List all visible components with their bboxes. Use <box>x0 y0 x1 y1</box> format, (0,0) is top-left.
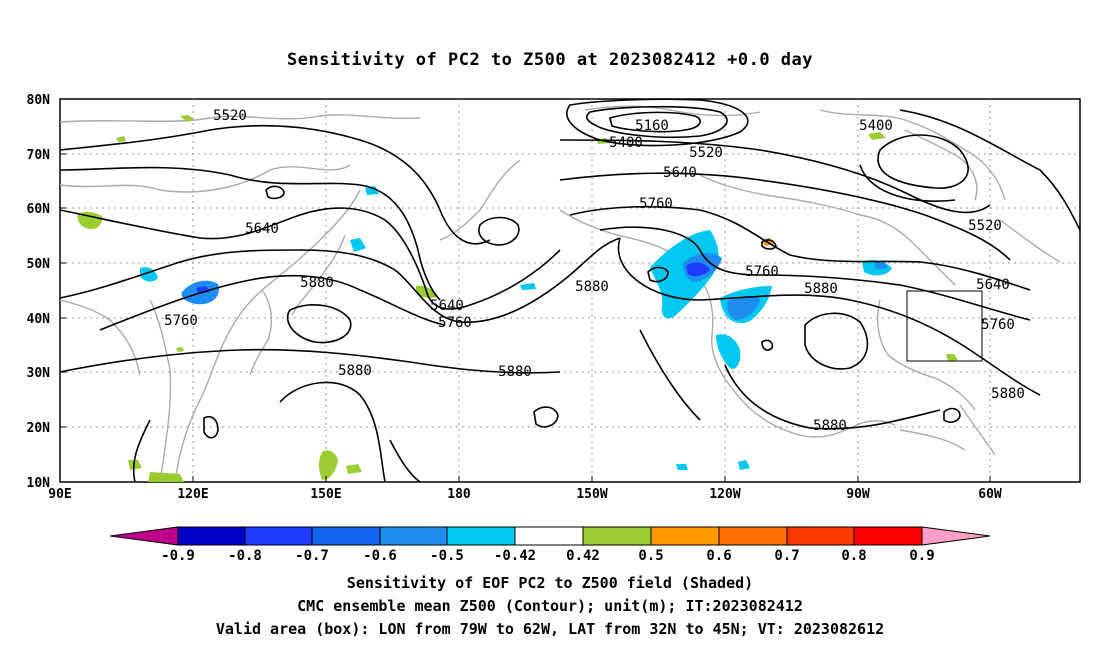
colorbar-segment <box>650 526 720 546</box>
map-frame <box>59 98 1081 483</box>
lat-label: 30N <box>27 366 51 381</box>
colorbar-segment <box>786 526 855 546</box>
lon-label: 90W <box>846 487 870 502</box>
contour-label: 5640 <box>245 221 279 237</box>
colorbar-label: 0.8 <box>841 548 866 564</box>
colorbar-label: 0.5 <box>638 548 663 564</box>
colorbar-segment <box>446 526 516 546</box>
colorbar-segment <box>109 526 179 546</box>
colorbar-label: 0.6 <box>706 548 731 564</box>
z500-contours <box>59 98 1081 483</box>
colorbar-segment <box>514 526 584 546</box>
contour-label: 5520 <box>213 108 247 124</box>
lon-label: 180 <box>447 487 471 502</box>
colorbar-segment <box>311 526 381 546</box>
contour-labels: 5520 5160 5400 5400 5520 5640 5760 5640 … <box>164 108 1025 434</box>
colorbar-label: -0.5 <box>430 548 464 564</box>
contour-label: 5880 <box>813 418 847 434</box>
colorbar-label: -0.6 <box>363 548 397 564</box>
coastlines <box>59 105 1061 483</box>
lon-label: 60W <box>978 487 1002 502</box>
ticks <box>60 98 991 482</box>
contour-label: 5760 <box>164 313 198 329</box>
colorbar-segment <box>244 526 313 546</box>
contour-label: 5640 <box>663 165 697 181</box>
colorbar-label: 0.42 <box>566 548 600 564</box>
colorbar-segment <box>718 526 788 546</box>
lon-label: 150E <box>310 487 341 502</box>
lon-label: 120E <box>177 487 208 502</box>
colorbar-label: -0.7 <box>295 548 329 564</box>
map-title: Sensitivity of PC2 to Z500 at 2023082412… <box>286 50 813 70</box>
colorbar-segment <box>853 526 923 546</box>
lon-label: 120W <box>709 487 740 502</box>
caption-line-2: CMC ensemble mean Z500 (Contour); unit(m… <box>297 597 803 615</box>
contour-label: 5400 <box>609 135 643 151</box>
colorbar-label: -0.9 <box>161 548 195 564</box>
lon-label: 90E <box>48 487 71 502</box>
contour-label: 5640 <box>430 298 464 314</box>
contour-label: 5760 <box>639 196 673 212</box>
colorbar <box>109 526 991 546</box>
contour-label: 5880 <box>575 279 609 295</box>
lat-label: 70N <box>27 148 51 163</box>
lat-label: 60N <box>27 202 51 217</box>
valid-area-box <box>906 290 983 362</box>
contour-label: 5520 <box>689 145 723 161</box>
lon-label: 150W <box>576 487 607 502</box>
contour-label: 5880 <box>498 364 532 380</box>
contour-label: 5400 <box>859 118 893 134</box>
contour-label: 5760 <box>981 317 1015 333</box>
contour-label: 5520 <box>968 218 1002 234</box>
colorbar-label: 0.9 <box>909 548 934 564</box>
contour-label: 5880 <box>991 386 1025 402</box>
contour-label: 5640 <box>976 277 1010 293</box>
colorbar-segment <box>921 526 991 546</box>
contour-label: 5880 <box>804 281 838 297</box>
contour-label: 5760 <box>745 264 779 280</box>
lat-label: 40N <box>27 312 51 327</box>
lat-label: 10N <box>27 476 51 491</box>
contour-label: 5880 <box>300 275 334 291</box>
colorbar-label: -0.8 <box>228 548 262 564</box>
contour-label: 5880 <box>338 363 372 379</box>
colorbar-segment <box>582 526 652 546</box>
longitude-labels: 90E 120E 150E 180 150W 120W 90W 60W <box>48 487 1002 502</box>
contour-label: 5160 <box>635 118 669 134</box>
colorbar-label: 0.7 <box>774 548 799 564</box>
shading-negative-dark <box>196 262 710 294</box>
latitude-labels: 80N 70N 60N 50N 40N 30N 20N 10N <box>27 93 51 491</box>
lat-label: 20N <box>27 421 51 436</box>
contour-label: 5760 <box>438 315 472 331</box>
colorbar-labels: -0.9 -0.8 -0.7 -0.6 -0.5 -0.42 0.42 0.5 … <box>161 548 935 564</box>
graticule <box>60 99 1080 482</box>
colorbar-segment <box>379 526 448 546</box>
lat-label: 50N <box>27 257 51 272</box>
colorbar-label: -0.42 <box>494 548 536 564</box>
caption-line-1: Sensitivity of EOF PC2 to Z500 field (Sh… <box>346 574 754 592</box>
caption-line-3: Valid area (box): LON from 79W to 62W, L… <box>215 620 885 638</box>
colorbar-segment <box>177 526 246 546</box>
lat-label: 80N <box>27 93 51 108</box>
